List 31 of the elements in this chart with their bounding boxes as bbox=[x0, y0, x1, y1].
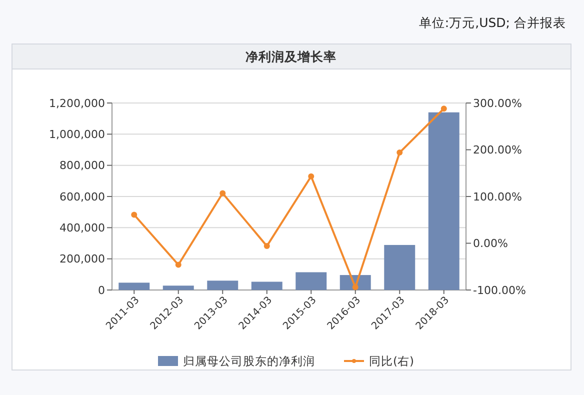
chart-title: 净利润及增长率 bbox=[246, 49, 336, 64]
y-tick-label: 400,000 bbox=[60, 222, 105, 235]
point bbox=[440, 106, 447, 112]
text: 单位:万元,USD; 合并报表 bbox=[418, 15, 566, 30]
legend-label: 归属母公司股东的净利润 bbox=[183, 354, 315, 368]
point bbox=[131, 212, 138, 218]
point bbox=[308, 173, 314, 180]
legend-label: 同比(右) bbox=[369, 354, 414, 368]
y-tick-label: 600,000 bbox=[60, 190, 105, 204]
y-tick-label: 1,200,000 bbox=[49, 96, 105, 110]
y2-tick-label: -100.00% bbox=[473, 284, 526, 297]
bar bbox=[207, 280, 238, 290]
y2-tick-label: 100.00% bbox=[473, 190, 522, 204]
bar bbox=[251, 282, 282, 290]
y-tick-label: 1,000,000 bbox=[49, 128, 105, 142]
bar bbox=[162, 286, 194, 290]
point bbox=[175, 262, 182, 268]
bar bbox=[118, 282, 150, 290]
bar bbox=[296, 272, 327, 290]
point bbox=[396, 150, 403, 156]
bar bbox=[384, 244, 416, 290]
point bbox=[352, 284, 358, 290]
point bbox=[264, 243, 270, 250]
y-tick-label: 800,000 bbox=[60, 159, 105, 172]
y-tick-label: 200,000 bbox=[60, 252, 105, 266]
y-tick-label: 0 bbox=[98, 284, 105, 297]
bar bbox=[428, 112, 460, 290]
point bbox=[220, 190, 226, 196]
y2-tick-label: 0.00% bbox=[473, 237, 508, 250]
y2-tick-label: 200.00% bbox=[473, 144, 522, 157]
y2-tick-label: 300.00% bbox=[473, 96, 522, 110]
